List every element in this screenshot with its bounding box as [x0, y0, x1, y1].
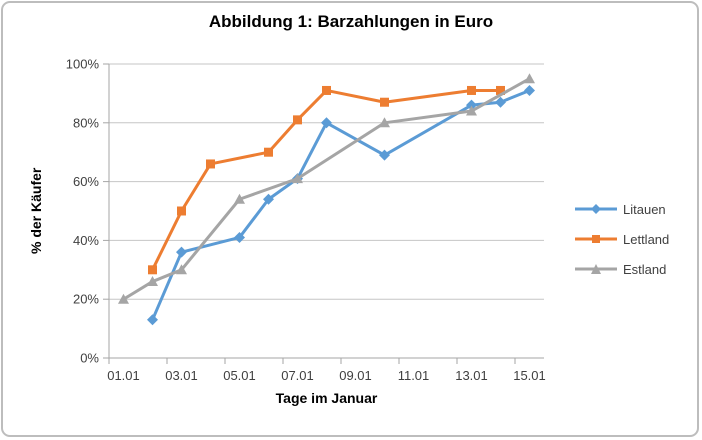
legend-label: Lettland [623, 231, 670, 247]
x-tick-label: 01.01 [107, 368, 140, 383]
marker-estland [118, 293, 129, 304]
marker-lettland [148, 265, 157, 275]
legend-item-lettland: Lettland [574, 224, 698, 254]
x-axis-title: Tage im Januar [275, 390, 378, 406]
x-tick-label: 13.01 [455, 368, 488, 383]
y-tick-label: 60% [73, 174, 99, 189]
chart-title: Abbildung 1: Barzahlungen in Euro [208, 12, 494, 31]
marker-lettland [293, 115, 302, 125]
marker-lettland [380, 97, 389, 107]
marker-lettland [322, 85, 331, 95]
x-tick-label: 11.01 [398, 368, 430, 383]
marker-estland [524, 73, 535, 84]
marker-estland [379, 117, 390, 128]
marker-estland [147, 276, 158, 287]
x-tick-label: 09.01 [339, 368, 372, 383]
legend: Litauen Lettland Estland [574, 194, 698, 284]
y-tick-label: 80% [73, 115, 99, 130]
series-line-estland [122, 77, 531, 301]
marker-litauen [147, 314, 158, 326]
legend-label: Estland [623, 261, 667, 277]
marker-litauen [495, 96, 506, 108]
marker-litauen [234, 231, 245, 243]
marker-lettland [177, 206, 186, 216]
legend-marker-square-icon [575, 235, 617, 243]
marker-litauen [379, 149, 390, 161]
marker-lettland [496, 85, 505, 95]
marker-estland [466, 105, 477, 116]
y-tick-label: 100% [66, 57, 100, 72]
marker-litauen [321, 117, 332, 129]
marker-lettland [264, 147, 273, 157]
marker-lettland [467, 85, 476, 95]
x-tick-label: 05.01 [223, 368, 256, 383]
marker-estland [292, 173, 303, 184]
x-tick-label: 03.01 [165, 368, 198, 383]
legend-item-litauen: Litauen [574, 194, 698, 224]
legend-marker-diamond-icon [575, 204, 617, 214]
legend-marker-triangle-icon [575, 264, 617, 274]
y-tick-label: 40% [73, 233, 99, 248]
x-tick-label: 07.01 [281, 368, 314, 383]
marker-estland [176, 264, 187, 275]
marker-litauen [524, 84, 535, 96]
y-tick-label: 20% [73, 292, 99, 307]
marker-litauen [263, 193, 274, 205]
legend-item-estland: Estland [574, 254, 698, 284]
x-tick-label: 15.01 [513, 368, 546, 383]
marker-lettland [206, 159, 215, 169]
y-tick-label: 0% [80, 351, 99, 366]
marker-litauen [176, 246, 187, 258]
marker-estland [234, 193, 245, 204]
legend-label: Litauen [623, 201, 666, 217]
series-line-litauen [151, 88, 531, 322]
